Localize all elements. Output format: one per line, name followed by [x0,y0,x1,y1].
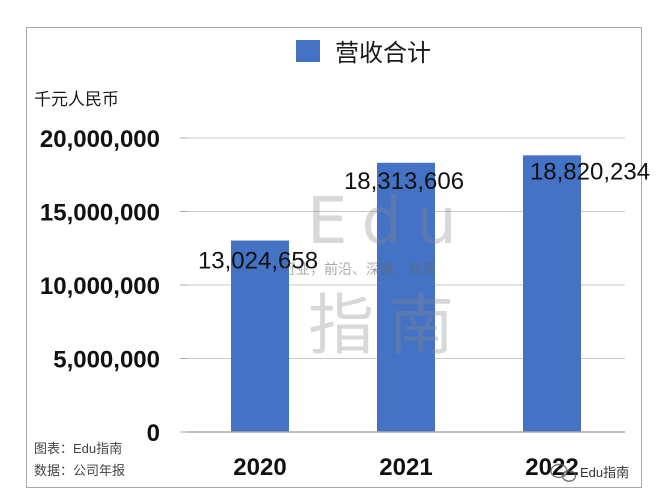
y-axis-ticks: 0 5,000,000 10,000,000 15,000,000 20,000,000 [40,126,187,447]
bar-2022 [523,155,581,432]
bars [231,155,581,433]
data-label-2021: 18,313,606 [344,168,464,195]
watermark: Edu 指南 [307,185,471,364]
data-label-2020: 13,024,658 [198,248,318,275]
bar-2021 [377,162,435,433]
y-tick-label: 15,000,000 [40,200,160,227]
data-label-2022: 18,820,234 [530,158,650,185]
x-axis-ticks: 2020 2021 2022 [233,454,578,481]
watermark-chinese: 指南 [308,287,468,364]
legend-swatch [296,40,320,62]
watermark-tagline: 行业，前沿、深度、独家 [282,261,436,277]
legend-label: 营收合计 [335,40,431,67]
y-tick-label: 10,000,000 [40,273,160,300]
y-tick-label: 20,000,000 [40,126,160,153]
wechat-icon [550,463,577,482]
x-tick-label: 2021 [379,454,432,481]
y-tick-label: 0 [147,420,160,447]
data-source: 数据：公司年报 [34,463,126,478]
data-labels: 13,024,658 18,313,606 18,820,234 [198,158,650,274]
y-axis-label: 千元人民币 [34,90,119,109]
x-tick-label: 2020 [233,454,286,481]
bar-2020 [231,240,289,432]
watermark-latin: Edu [307,185,471,259]
watermark-account: Edu指南 [580,465,629,480]
y-tick-label: 5,000,000 [53,347,160,374]
chart-source: 图表：Edu指南 [34,441,123,456]
